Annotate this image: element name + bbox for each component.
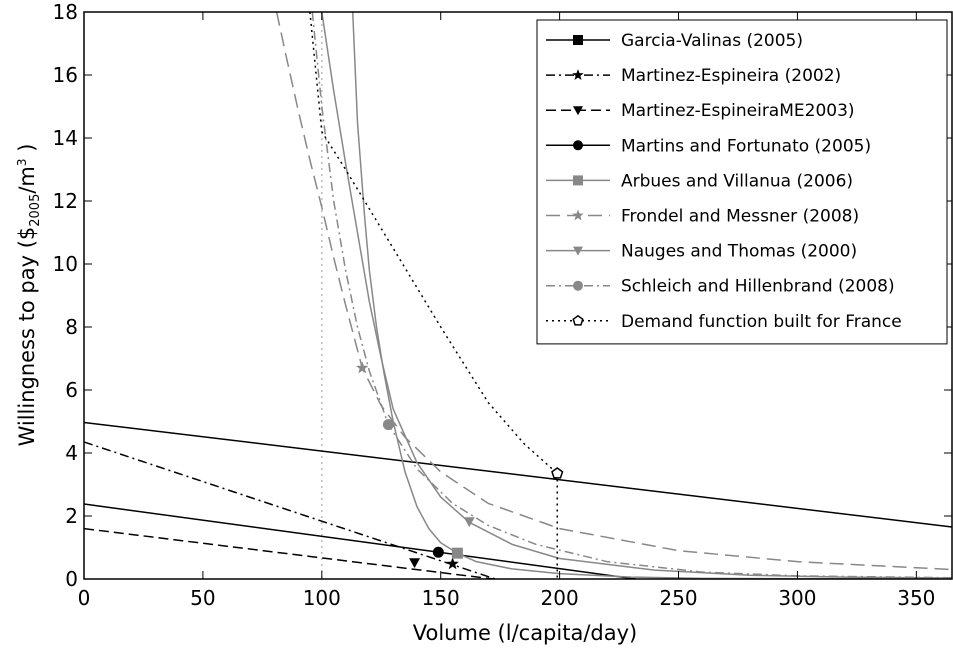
- legend-label-martinez-espineirame2003: Martinez-EspineiraME2003): [621, 101, 855, 121]
- legend-marker-demand-function-built-for-france: [572, 314, 584, 326]
- series-marker-demand-function-built-for-france-0: [551, 467, 564, 479]
- legend-marker-schleich-and-hillenbrand-2008: [573, 280, 583, 291]
- legend-item-frondel-and-messner-2008: Frondel and Messner (2008): [546, 207, 859, 227]
- series-line-arbues-and-villanua-2006: [351, 12, 953, 579]
- legend-label-frondel-and-messner-2008: Frondel and Messner (2008): [621, 207, 859, 227]
- plot-clip-group: [84, 12, 953, 579]
- y-tick-label-14: 14: [53, 126, 78, 150]
- x-tick-label-50: 50: [190, 586, 215, 610]
- y-tick-label-16: 16: [53, 63, 78, 87]
- legend-item-martinez-espineirame2003: Martinez-EspineiraME2003): [546, 101, 855, 121]
- legend-marker-arbues-and-villanua-2006: [573, 175, 583, 186]
- series-marker-martins-and-fortunato-2005-0: [432, 546, 444, 558]
- series-line-frondel-and-messner-2008: [275, 12, 953, 571]
- series-line-martinez-espineirame2003: [84, 527, 494, 579]
- y-tick-label-18: 18: [53, 0, 78, 24]
- legend-marker-frondel-and-messner-2008: [572, 209, 584, 221]
- legend-label-nauges-and-thomas-2000: Nauges and Thomas (2000): [621, 242, 857, 262]
- y-axis-label: Willingness to pay ($2005/m3 ): [15, 144, 43, 447]
- x-tick-label-150: 150: [422, 586, 460, 610]
- y-tick-label-10: 10: [53, 252, 78, 276]
- plot-area: [84, 12, 953, 579]
- y-axis-label-superscript: 3: [15, 158, 29, 166]
- x-tick-label-0: 0: [78, 586, 91, 610]
- series-line-martins-and-fortunato-2005: [84, 503, 636, 579]
- legend-label-martinez-espineira-2002: Martinez-Espineira (2002): [621, 66, 841, 86]
- legend-item-arbues-and-villanua-2006: Arbues and Villanua (2006): [546, 171, 853, 191]
- y-axis-label-unit: /m: [15, 166, 39, 194]
- x-tick-label-300: 300: [778, 586, 816, 610]
- x-tick-label-100: 100: [303, 586, 341, 610]
- legend-label-martins-and-fortunato-2005: Martins and Fortunato (2005): [621, 136, 871, 156]
- legend: Garcia-Valinas (2005) Martinez-Espineira …: [536, 19, 948, 345]
- legend-item-schleich-and-hillenbrand-2008: Schleich and Hillenbrand (2008): [546, 277, 895, 297]
- y-tick-label-8: 8: [65, 315, 78, 339]
- legend-item-martinez-espineira-2002: Martinez-Espineira (2002): [546, 66, 841, 86]
- y-tick-label-4: 4: [65, 441, 78, 465]
- x-tick-label-350: 350: [897, 586, 935, 610]
- series-marker-martinez-espineirame2003-0: [409, 558, 421, 569]
- legend-box: [536, 19, 948, 345]
- legend-label-demand-function-built-for-france: Demand function built for France: [621, 312, 902, 332]
- series-marker-nauges-and-thomas-2000-0: [463, 517, 475, 528]
- y-tick-label-2: 2: [65, 504, 78, 528]
- legend-marker-martins-and-fortunato-2005: [573, 140, 583, 151]
- y-axis-label-prefix: Willingness to pay ($: [15, 227, 39, 447]
- series-line-schleich-and-hillenbrand-2008: [311, 12, 953, 579]
- series-marker-martinez-espineira-2002-0: [446, 557, 459, 570]
- series-marker-schleich-and-hillenbrand-2008-0: [382, 419, 394, 431]
- y-tick-label-0: 0: [65, 567, 78, 591]
- series-line-garcia-valinas-2005: [84, 421, 953, 528]
- legend-marker-nauges-and-thomas-2000: [573, 246, 583, 256]
- legend-label-garcia-valinas-2005: Garcia-Valinas (2005): [621, 31, 803, 51]
- legend-marker-garcia-valinas-2005: [573, 35, 583, 45]
- series-marker-frondel-and-messner-2008-0: [355, 361, 369, 374]
- legend-marker-martinez-espineira-2002: [572, 69, 584, 80]
- x-tick-label-200: 200: [541, 586, 579, 610]
- plot-frame: [83, 11, 953, 580]
- legend-item-nauges-and-thomas-2000: Nauges and Thomas (2000): [546, 242, 857, 262]
- y-axis-label-suffix: ): [15, 144, 39, 159]
- y-axis-label-subscript: 2005: [28, 194, 43, 227]
- legend-label-schleich-and-hillenbrand-2008: Schleich and Hillenbrand (2008): [621, 277, 895, 297]
- legend-item-garcia-valinas-2005: Garcia-Valinas (2005): [546, 31, 803, 51]
- series-line-martinez-espineira-2002: [84, 441, 496, 579]
- x-tick-label-250: 250: [659, 586, 697, 610]
- legend-item-demand-function-built-for-france: Demand function built for France: [546, 312, 902, 332]
- legend-label-arbues-and-villanua-2006: Arbues and Villanua (2006): [621, 171, 853, 191]
- series-line-demand-function-built-for-france: [309, 12, 558, 475]
- series-marker-arbues-and-villanua-2006-0: [451, 547, 463, 559]
- legend-marker-martinez-espineirame2003: [573, 106, 583, 116]
- legend-item-martins-and-fortunato-2005: Martins and Fortunato (2005): [546, 136, 871, 156]
- y-tick-label-6: 6: [65, 378, 78, 402]
- x-axis-label: Volume (l/capita/day): [413, 621, 637, 645]
- axis-ticks: 0 50 100 150 200 250 300 350 0 2 4 6 8 10 12 14 16 18: [53, 0, 952, 610]
- y-tick-label-12: 12: [53, 189, 78, 213]
